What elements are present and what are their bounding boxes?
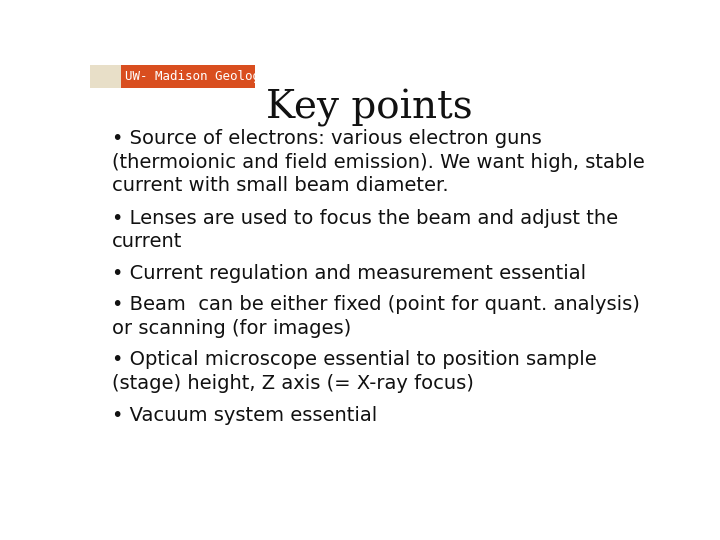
Text: • Current regulation and measurement essential: • Current regulation and measurement ess… (112, 264, 587, 283)
Text: • Lenses are used to focus the beam and adjust the
current: • Lenses are used to focus the beam and … (112, 208, 618, 251)
Text: • Vacuum system essential: • Vacuum system essential (112, 406, 377, 425)
Text: • Source of electrons: various electron guns
(thermoionic and field emission). W: • Source of electrons: various electron … (112, 129, 645, 195)
Text: • Optical microscope essential to position sample
(stage) height, Z axis (= X-ra: • Optical microscope essential to positi… (112, 350, 597, 393)
FancyBboxPatch shape (121, 65, 255, 88)
Text: • Beam  can be either fixed (point for quant. analysis)
or scanning (for images): • Beam can be either fixed (point for qu… (112, 295, 640, 338)
Text: Key points: Key points (266, 90, 472, 127)
Text: UW- Madison Geology  777: UW- Madison Geology 777 (125, 70, 305, 83)
FancyBboxPatch shape (90, 65, 121, 88)
